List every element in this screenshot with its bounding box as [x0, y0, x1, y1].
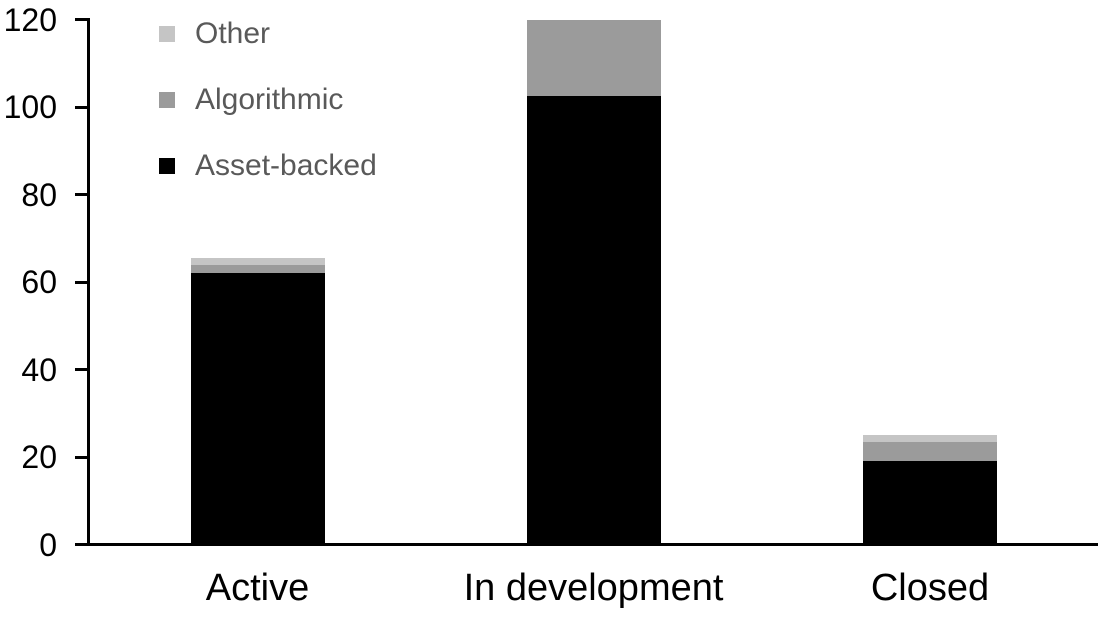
- legend-label: Algorithmic: [195, 83, 344, 116]
- bar-segment-algorithmic-2: [863, 441, 997, 462]
- legend-label: Other: [195, 17, 271, 50]
- y-tick-label-80: 80: [21, 176, 57, 213]
- x-axis-line: [75, 543, 1098, 546]
- y-axis-line: [87, 18, 90, 546]
- legend-swatch-icon: [159, 92, 175, 108]
- legend-label: Asset-backed: [195, 149, 377, 182]
- x-category-label-1: In development: [463, 567, 724, 609]
- x-category-label-2: Closed: [870, 567, 990, 609]
- bar-segment-asset-backed-2: [863, 461, 997, 545]
- legend-item-asset-backed: Asset-backed: [159, 150, 377, 182]
- legend-item-other: Other: [159, 18, 377, 50]
- y-tick-label-20: 20: [21, 439, 57, 475]
- bar-segment-algorithmic-0: [190, 264, 325, 274]
- bar-segment-other-2: [863, 435, 997, 442]
- legend-item-algorithmic: Algorithmic: [159, 84, 377, 116]
- bar-segment-asset-backed-0: [190, 273, 325, 545]
- bar-segment-asset-backed-1: [526, 96, 661, 545]
- y-tick-mark-80: [75, 193, 87, 196]
- bar-segment-algorithmic-1: [526, 19, 661, 97]
- chart-legend: Other Algorithmic Asset-backed: [159, 18, 377, 182]
- x-category-label-0: Active: [205, 567, 310, 609]
- y-tick-label-100: 100: [3, 89, 57, 125]
- y-tick-label-60: 60: [21, 264, 57, 300]
- y-tick-mark-60: [75, 280, 87, 284]
- y-tick-mark-20: [75, 455, 87, 459]
- legend-swatch-icon: [159, 26, 175, 42]
- y-tick-label-120: 120: [3, 1, 57, 38]
- legend-swatch-icon: [159, 158, 175, 174]
- y-tick-mark-100: [75, 105, 87, 109]
- bar-segment-other-0: [190, 257, 325, 265]
- y-tick-label-40: 40: [21, 351, 57, 388]
- y-tick-mark-120: [75, 18, 87, 21]
- y-tick-label-0: 0: [39, 526, 57, 563]
- y-tick-mark-40: [75, 368, 87, 371]
